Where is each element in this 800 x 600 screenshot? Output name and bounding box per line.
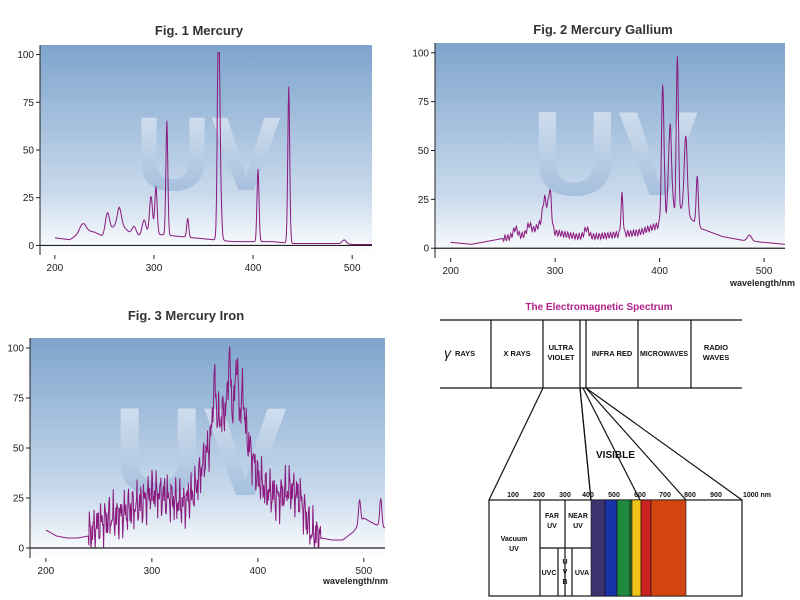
- band-radio: RADIO: [704, 343, 728, 352]
- uvb-label-v: V: [563, 569, 568, 576]
- y-tick-label: 100: [17, 50, 34, 61]
- y-tick-label: 75: [418, 97, 430, 108]
- chart-mercury-iron: Fig. 3 Mercury Iron UV 0 25 50 75 100 200 300 4…: [7, 308, 388, 586]
- scale-1000nm: 1000 nm: [743, 492, 771, 499]
- visible-zoom-line: [582, 387, 641, 501]
- chart-mercury-gallium: Fig. 2 Mercury Gallium UV 0 25 50 75 100 200 3…: [412, 22, 795, 288]
- series-line: [450, 56, 785, 245]
- near-uv-label-1: NEAR: [568, 513, 588, 520]
- x-tick-label: 500: [344, 263, 361, 274]
- plot-background: [40, 45, 372, 255]
- series-group: [54, 52, 372, 245]
- x-tick-label: 400: [651, 266, 668, 277]
- y-tick-label: 50: [13, 444, 25, 455]
- visible-color-band: [650, 499, 687, 597]
- visible-color-band: [631, 499, 642, 597]
- scale-900: 900: [710, 492, 722, 499]
- scale-100: 100: [507, 492, 519, 499]
- uva-label: UVA: [575, 570, 589, 577]
- vacuum-uv-label-2: UV: [509, 546, 519, 553]
- x-tick-label: 200: [47, 263, 64, 274]
- visible-color-strip: [590, 499, 687, 597]
- y-tick-label: 0: [18, 544, 24, 555]
- y-tick-label: 75: [13, 394, 25, 405]
- scale-200: 200: [533, 492, 545, 499]
- scale-600: 600: [634, 492, 646, 499]
- em-spectrum-diagram: The Electromagnetic Spectrum γ RAYS X RA…: [440, 302, 771, 597]
- x-tick-label: 200: [38, 566, 55, 577]
- x-tick-label: 500: [355, 566, 372, 577]
- y-tick-label: 100: [7, 344, 24, 355]
- visible-label: VISIBLE: [596, 450, 635, 461]
- x-tick-label: 200: [442, 266, 459, 277]
- far-uv-label-2: UV: [547, 523, 557, 530]
- y-tick-label: 75: [23, 98, 35, 109]
- x-axis-label: wavelength/nm: [322, 576, 388, 586]
- gamma-symbol: γ: [444, 345, 452, 361]
- band-microwaves: MICROWAVES: [640, 351, 688, 358]
- band-ultra: ULTRA: [549, 343, 574, 352]
- band-violet: VIOLET: [547, 353, 575, 362]
- y-tick-label: 100: [412, 48, 429, 59]
- watermark-uv: UV: [532, 87, 699, 221]
- x-tick-label: 300: [144, 566, 161, 577]
- band-gamma-rays: RAYS: [455, 349, 475, 358]
- series-line: [54, 52, 372, 245]
- x-axis-label: wavelength/nm: [729, 278, 795, 288]
- scale-800: 800: [684, 492, 696, 499]
- em-spectrum-title: The Electromagnetic Spectrum: [525, 302, 672, 313]
- y-tick-label: 0: [423, 244, 429, 255]
- y-tick-label: 25: [13, 494, 25, 505]
- y-tick-label: 50: [23, 146, 35, 157]
- chart-title: Fig. 3 Mercury Iron: [128, 308, 244, 323]
- visible-color-band: [616, 499, 631, 597]
- chart-title: Fig. 2 Mercury Gallium: [533, 22, 672, 37]
- visible-color-band: [604, 499, 618, 597]
- x-tick-label: 300: [547, 266, 564, 277]
- band-waves: WAVES: [703, 353, 730, 362]
- visible-zoom-line: [585, 387, 743, 501]
- series-group: [45, 346, 386, 549]
- watermark-uv: UV: [113, 383, 287, 522]
- x-tick-label: 300: [146, 263, 163, 274]
- x-tick-label: 500: [756, 266, 773, 277]
- axes: 0 25 50 75 100 200 300 400 500: [17, 45, 372, 274]
- far-uv-label-1: FAR: [545, 513, 559, 520]
- visible-color-band: [590, 499, 606, 597]
- uvc-label: UVC: [542, 570, 557, 577]
- axes: 0 25 50 75 100 200 300 400 500: [7, 338, 385, 577]
- x-tick-label: 400: [249, 566, 266, 577]
- visible-zoom-line: [579, 387, 592, 501]
- uvb-label-b: B: [562, 579, 567, 586]
- y-tick-label: 0: [28, 241, 34, 252]
- uvb-label-u: U: [562, 559, 567, 566]
- x-tick-label: 400: [245, 263, 262, 274]
- axes: 0 25 50 75 100 200 300 400 500: [412, 43, 785, 277]
- chart-title: Fig. 1 Mercury: [155, 23, 244, 38]
- scale-700: 700: [659, 492, 671, 499]
- series-group: [450, 56, 785, 245]
- y-tick-label: 25: [23, 193, 35, 204]
- y-tick-label: 25: [418, 195, 430, 206]
- series-line: [45, 346, 386, 549]
- vacuum-uv-label-1: Vacuum: [501, 536, 528, 543]
- visible-zoom-line: [585, 387, 687, 501]
- y-tick-label: 50: [418, 146, 430, 157]
- scale-300: 300: [559, 492, 571, 499]
- zoom-line-left: [488, 387, 544, 501]
- scale-500: 500: [608, 492, 620, 499]
- near-uv-label-2: UV: [573, 523, 583, 530]
- visible-color-band: [640, 499, 652, 597]
- scale-400: 400: [582, 492, 594, 499]
- band-infra-red: INFRA RED: [592, 349, 633, 358]
- band-x-rays: X RAYS: [503, 349, 530, 358]
- plot-background: [435, 43, 785, 258]
